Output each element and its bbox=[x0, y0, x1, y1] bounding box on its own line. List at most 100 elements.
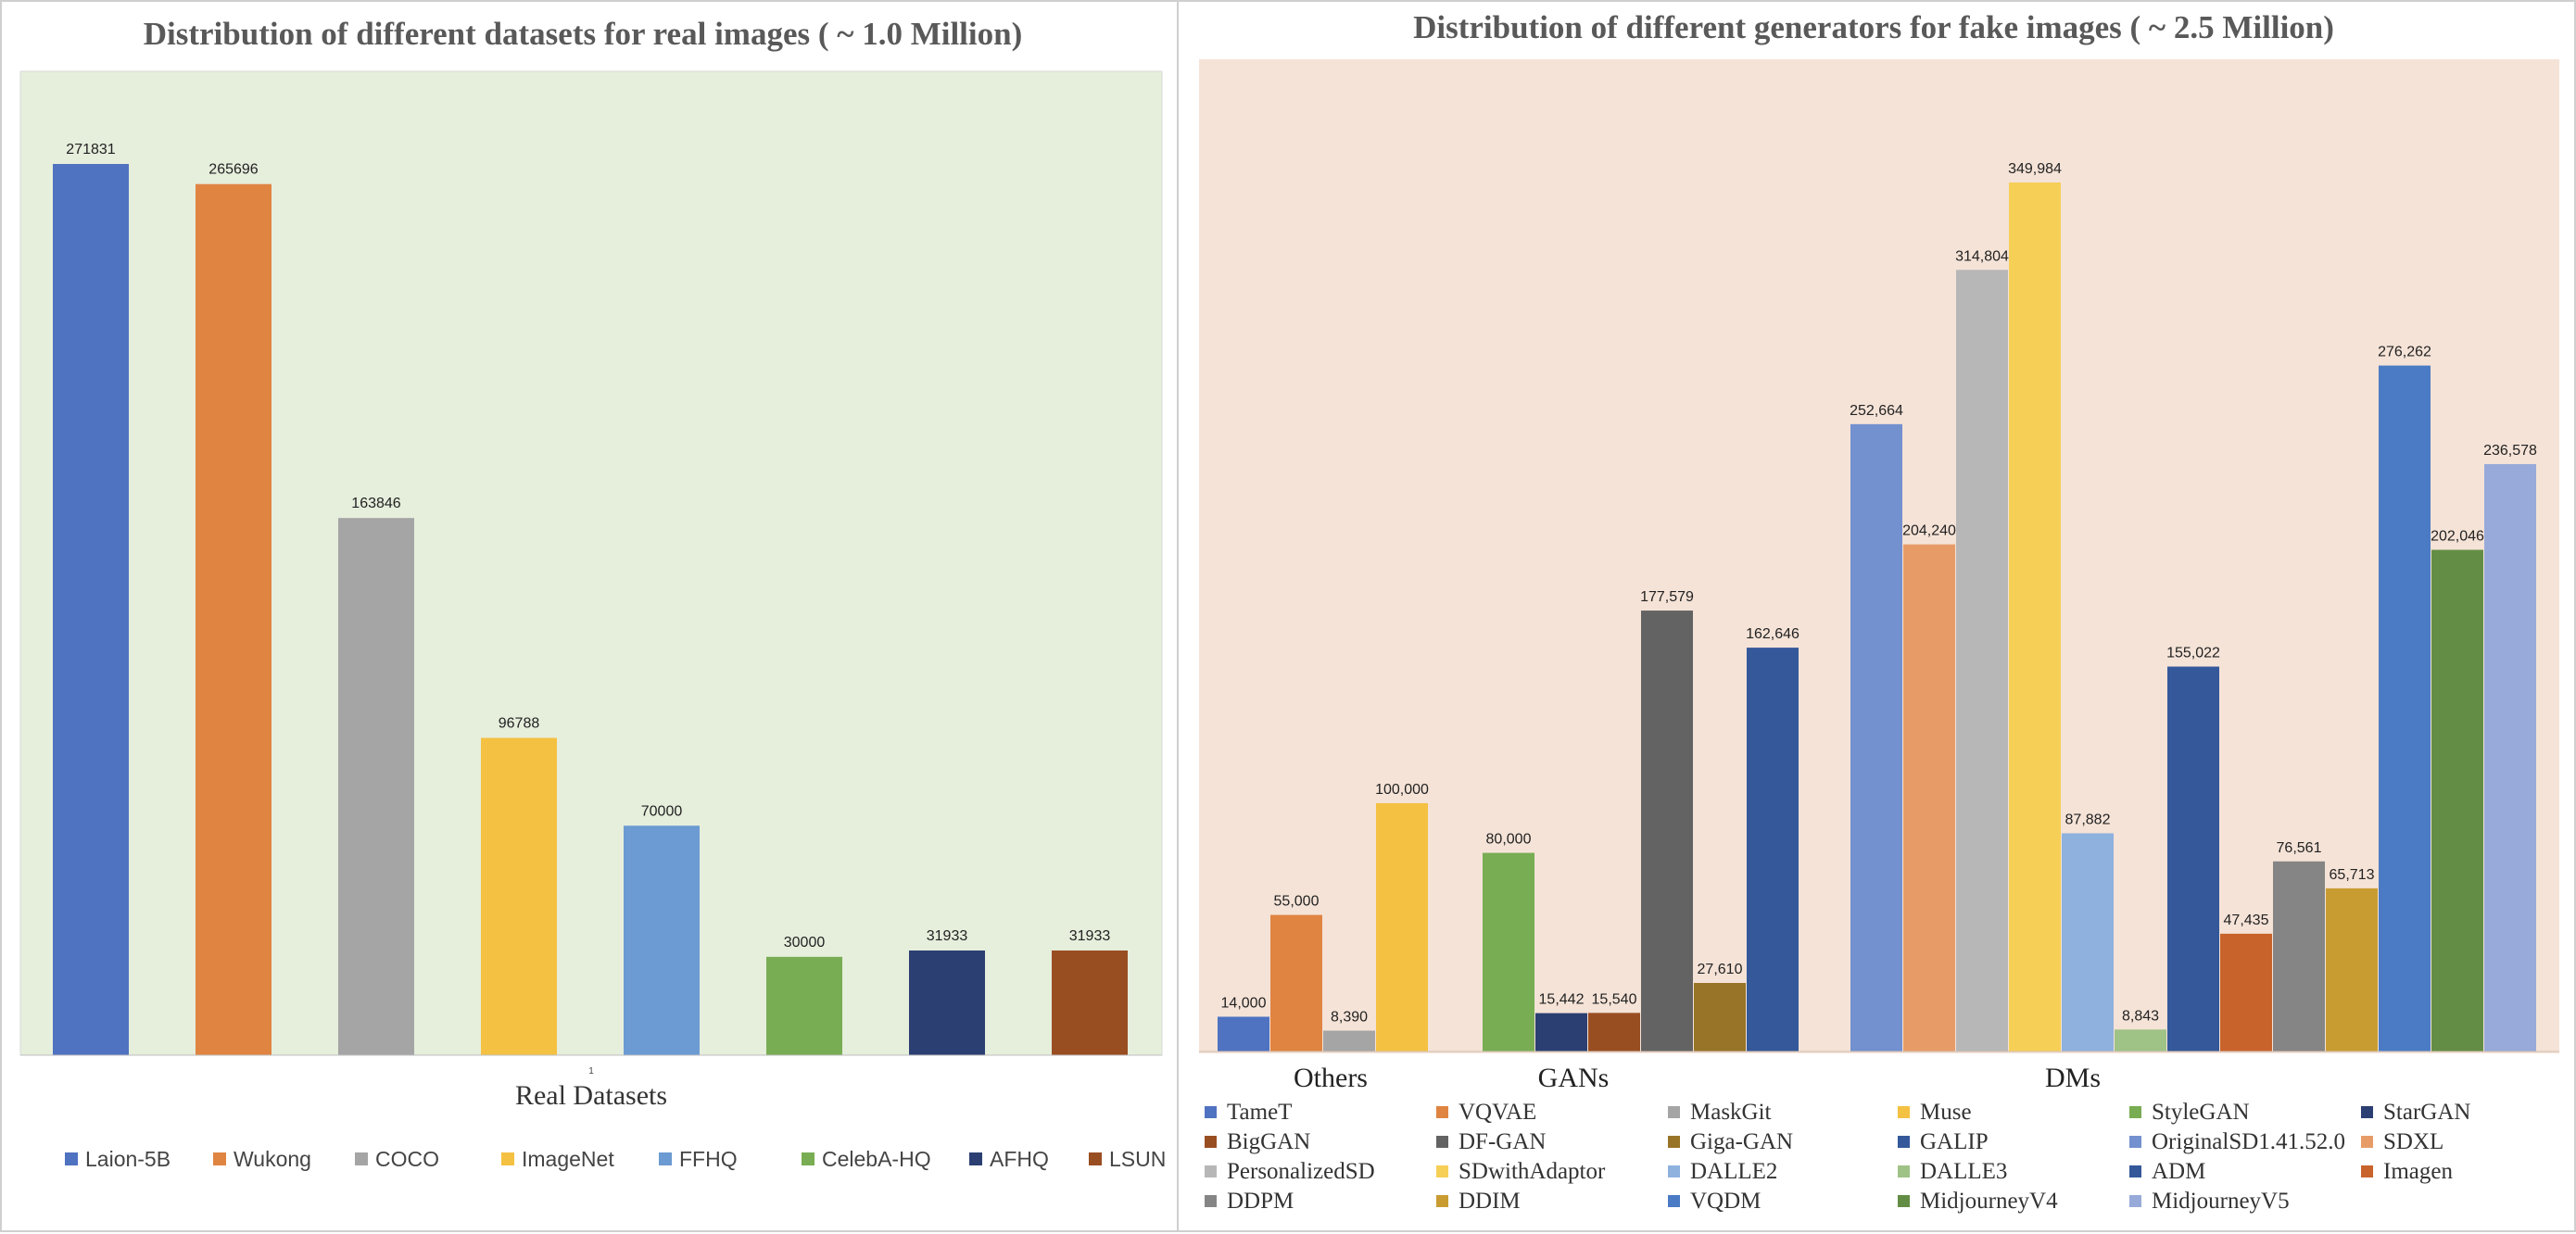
fake-generators-chart: Distribution of different generators for… bbox=[1199, 9, 2559, 1214]
bar-sdxl bbox=[1903, 544, 1955, 1051]
bar-ddpm bbox=[2273, 861, 2325, 1051]
bar-vqvae bbox=[1270, 914, 1322, 1051]
data-label-afhq: 31933 bbox=[927, 928, 968, 944]
bar-muse bbox=[1376, 802, 1428, 1051]
group-label-dms: DMs bbox=[2045, 1063, 2101, 1093]
legend-label-personalizedsd: PersonalizedSD bbox=[1227, 1159, 1375, 1184]
bar-midjourneyv4 bbox=[2431, 549, 2483, 1051]
bar-originalsd1-41-52-0 bbox=[1850, 423, 1902, 1051]
legend-swatch-sdwithadaptor bbox=[1436, 1165, 1448, 1177]
bar-personalizedsd bbox=[1956, 270, 2008, 1051]
x-tick-label: 1 bbox=[588, 1066, 594, 1077]
data-label-imagenet: 96788 bbox=[499, 715, 540, 731]
data-label-wukong: 265696 bbox=[208, 162, 258, 178]
legend-swatch-celeba-hq bbox=[802, 1152, 814, 1165]
data-label-adm: 155,022 bbox=[2166, 646, 2220, 661]
legend-label-afhq: AFHQ bbox=[990, 1147, 1049, 1171]
bar-df-gan bbox=[1641, 611, 1693, 1051]
data-label-midjourneyv5: 236,578 bbox=[2483, 443, 2537, 459]
legend-label-midjourneyv4: MidjourneyV4 bbox=[1920, 1189, 2058, 1214]
legend-label-df-gan: DF-GAN bbox=[1458, 1129, 1546, 1154]
legend-swatch-imagenet bbox=[501, 1152, 514, 1165]
legend-swatch-giga-gan bbox=[1668, 1136, 1680, 1148]
legend-label-coco: COCO bbox=[375, 1147, 439, 1171]
legend-swatch-midjourneyv5 bbox=[2129, 1195, 2141, 1207]
bar-galip bbox=[1747, 648, 1799, 1051]
bar-laion-5b bbox=[53, 164, 129, 1055]
legend-swatch-stargan bbox=[2361, 1106, 2373, 1118]
legend-label-midjourneyv5: MidjourneyV5 bbox=[2152, 1189, 2290, 1214]
bar-sdwithadaptor bbox=[2009, 183, 2061, 1051]
data-label-biggan: 15,540 bbox=[1592, 991, 1637, 1007]
bar-dalle2 bbox=[2062, 833, 2114, 1051]
data-label-df-gan: 177,579 bbox=[1640, 589, 1694, 605]
legend-swatch-df-gan bbox=[1436, 1136, 1448, 1148]
legend-label-vqvae: VQVAE bbox=[1458, 1100, 1536, 1125]
bar-afhq bbox=[909, 950, 985, 1055]
data-label-stylegan: 80,000 bbox=[1486, 832, 1532, 848]
data-label-dalle2: 87,882 bbox=[2065, 812, 2111, 827]
legend-label-ddim: DDIM bbox=[1458, 1189, 1521, 1214]
legend-swatch-adm bbox=[2129, 1165, 2141, 1177]
legend-label-stylegan: StyleGAN bbox=[2152, 1100, 2250, 1125]
data-label-tamet: 14,000 bbox=[1221, 995, 1267, 1011]
legend-label-vqdm: VQDM bbox=[1690, 1189, 1761, 1214]
bar-coco bbox=[338, 518, 414, 1055]
legend-label-adm: ADM bbox=[2152, 1159, 2205, 1184]
legend-label-sdwithadaptor: SDwithAdaptor bbox=[1458, 1159, 1606, 1184]
data-label-ddim: 65,713 bbox=[2330, 867, 2375, 883]
group-label-others: Others bbox=[1294, 1063, 1368, 1093]
data-label-vqdm: 276,262 bbox=[2378, 345, 2431, 360]
data-label-imagen: 47,435 bbox=[2224, 913, 2269, 928]
bar-tamet bbox=[1218, 1016, 1269, 1051]
legend-swatch-wukong bbox=[213, 1152, 226, 1165]
legend-swatch-biggan bbox=[1205, 1136, 1217, 1148]
legend-label-muse: Muse bbox=[1920, 1100, 1972, 1125]
bar-imagenet bbox=[481, 737, 557, 1055]
data-label-sdwithadaptor: 349,984 bbox=[2008, 161, 2062, 177]
legend-label-celeba-hq: CelebA-HQ bbox=[822, 1147, 931, 1171]
legend-label-imagenet: ImageNet bbox=[522, 1147, 614, 1171]
data-label-laion-5b: 271831 bbox=[66, 142, 115, 157]
real-datasets-chart: Distribution of different datasets for r… bbox=[19, 16, 1166, 1171]
fake-generators-chart-panel: Distribution of different generators for… bbox=[1179, 0, 2576, 1232]
legend-swatch-lsun bbox=[1089, 1152, 1102, 1165]
legend-label-originalsd1-41-52-0: OriginalSD1.41.52.0 bbox=[2152, 1129, 2345, 1154]
bar-celeba-hq bbox=[766, 956, 842, 1055]
legend-swatch-vqdm bbox=[1668, 1195, 1680, 1207]
data-label-sdxl: 204,240 bbox=[1902, 523, 1956, 539]
legend-swatch-maskgit bbox=[1668, 1106, 1680, 1118]
legend-swatch-dalle2 bbox=[1668, 1165, 1680, 1177]
legend-label-biggan: BigGAN bbox=[1227, 1129, 1310, 1154]
legend-swatch-midjourneyv4 bbox=[1898, 1195, 1910, 1207]
bar-wukong bbox=[196, 183, 271, 1055]
bar-imagen bbox=[2220, 933, 2272, 1051]
legend-swatch-personalizedsd bbox=[1205, 1165, 1217, 1177]
plot-area bbox=[19, 70, 1163, 1056]
x-axis-title: Real Datasets bbox=[515, 1080, 667, 1111]
bar-stargan bbox=[1535, 1013, 1587, 1051]
legend-swatch-ddpm bbox=[1205, 1195, 1217, 1207]
data-label-maskgit: 8,390 bbox=[1331, 1010, 1368, 1026]
legend-label-laion-5b: Laion-5B bbox=[85, 1147, 170, 1171]
bar-biggan bbox=[1588, 1013, 1640, 1051]
legend-swatch-galip bbox=[1898, 1136, 1910, 1148]
legend-swatch-coco bbox=[355, 1152, 368, 1165]
data-label-giga-gan: 27,610 bbox=[1698, 962, 1743, 977]
bar-maskgit bbox=[1323, 1030, 1375, 1051]
legend-swatch-imagen bbox=[2361, 1165, 2373, 1177]
legend-swatch-vqvae bbox=[1436, 1106, 1448, 1118]
data-label-originalsd1-41-52-0: 252,664 bbox=[1850, 403, 1903, 419]
legend-swatch-dalle3 bbox=[1898, 1165, 1910, 1177]
bar-lsun bbox=[1052, 950, 1128, 1055]
legend-swatch-laion-5b bbox=[65, 1152, 78, 1165]
legend-label-imagen: Imagen bbox=[2383, 1159, 2453, 1184]
legend-label-giga-gan: Giga-GAN bbox=[1690, 1129, 1793, 1154]
legend-label-lsun: LSUN bbox=[1109, 1147, 1166, 1171]
data-label-celeba-hq: 30000 bbox=[784, 935, 826, 951]
data-label-ffhq: 70000 bbox=[641, 803, 683, 819]
data-label-coco: 163846 bbox=[351, 496, 400, 511]
legend-swatch-stylegan bbox=[2129, 1106, 2141, 1118]
bar-stylegan bbox=[1483, 852, 1534, 1051]
real-datasets-chart-panel: Distribution of different datasets for r… bbox=[0, 0, 1179, 1232]
